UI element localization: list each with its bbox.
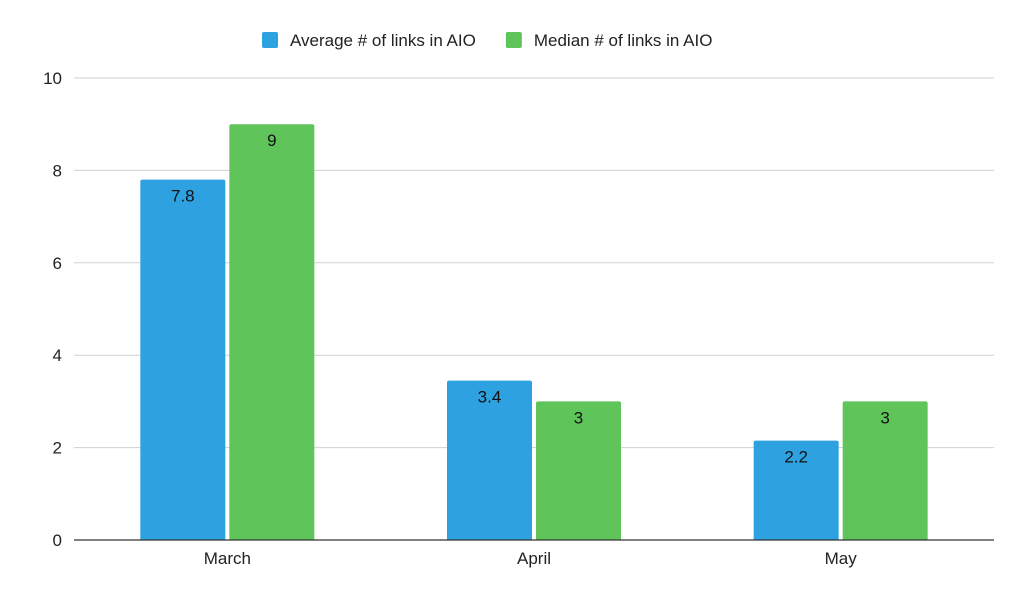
legend-item-series-1: Average # of links in AIO	[262, 31, 476, 50]
y-tick-label: 2	[53, 439, 62, 458]
data-label: 3	[880, 408, 889, 427]
y-tick-label: 0	[53, 531, 62, 550]
bars: 7.8 9 3.4 3 2.2 3	[140, 124, 928, 540]
grid-lines	[74, 77, 994, 449]
bar-march-series-1	[140, 179, 226, 540]
bar-april-series-1	[447, 380, 532, 540]
x-axis: March April May	[74, 539, 994, 568]
legend-item-series-2: Median # of links in AIO	[505, 31, 713, 50]
legend: Average # of links in AIO Median # of lin…	[262, 31, 712, 50]
data-label: 3.4	[478, 388, 502, 407]
y-tick-label: 4	[53, 346, 62, 365]
bar-may-series-1	[753, 440, 839, 540]
y-tick-label: 6	[53, 254, 62, 273]
bar-march-series-2	[229, 124, 315, 540]
y-tick-label: 10	[43, 69, 62, 88]
legend-label: Average # of links in AIO	[290, 31, 476, 50]
legend-label: Median # of links in AIO	[534, 31, 713, 50]
legend-swatch	[262, 32, 278, 48]
bar-april-series-2	[536, 401, 621, 540]
x-category-label: April	[517, 549, 551, 568]
y-axis: 0 2 4 6 8 10	[43, 69, 62, 550]
x-category-label: March	[204, 549, 251, 568]
data-label: 2.2	[784, 448, 808, 467]
y-tick-label: 8	[53, 161, 62, 180]
x-category-label: May	[825, 549, 858, 568]
data-label: 7.8	[171, 187, 195, 206]
data-label: 3	[574, 408, 583, 427]
data-label: 9	[267, 131, 276, 150]
bar-may-series-2	[842, 401, 928, 540]
legend-swatch	[505, 32, 522, 48]
